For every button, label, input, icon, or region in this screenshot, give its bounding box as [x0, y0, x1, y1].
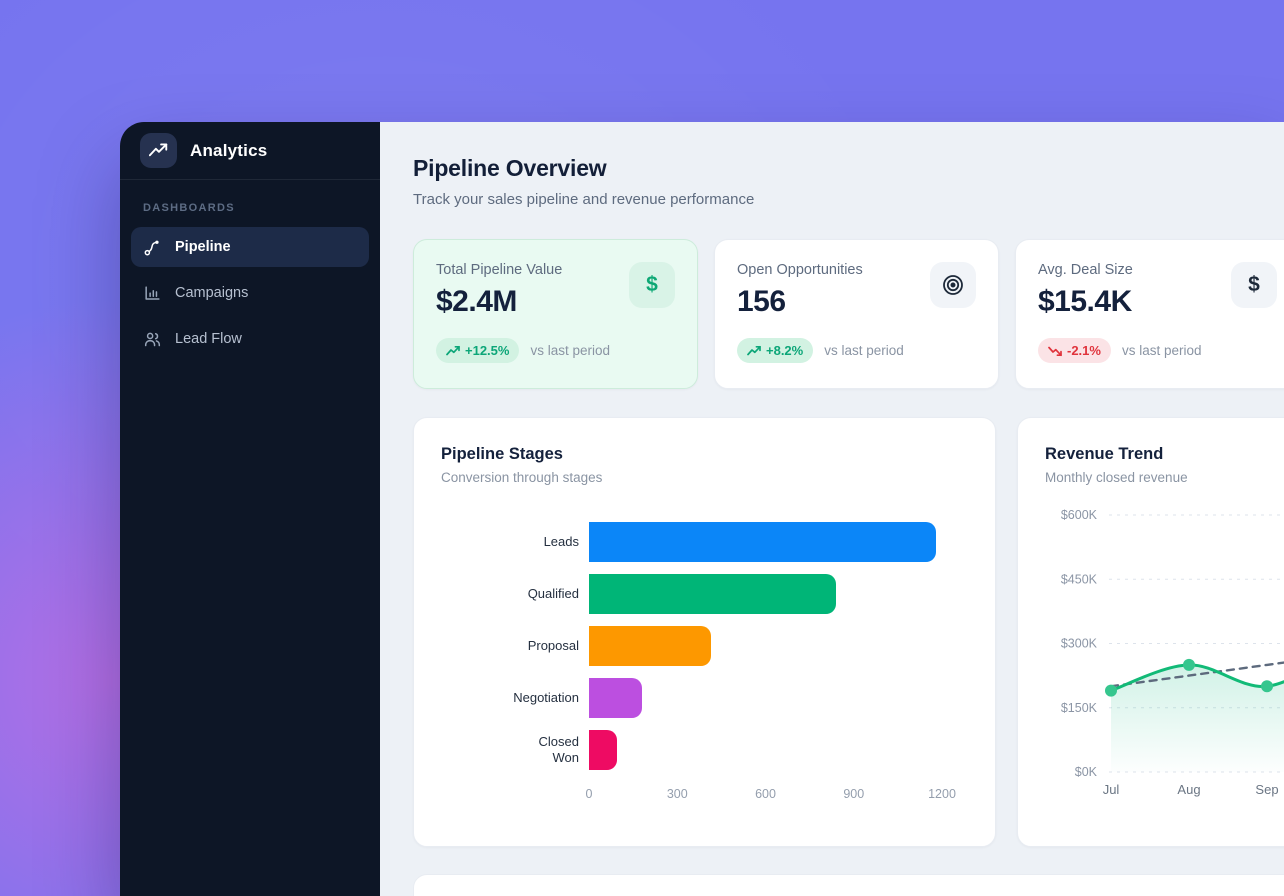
bar-category-label: Qualified	[527, 586, 579, 602]
sidebar-item-label: Lead Flow	[175, 331, 242, 347]
bar-row-leads: Leads	[441, 522, 968, 562]
nav-section-label: DASHBOARDS	[143, 202, 235, 214]
data-point[interactable]	[1261, 680, 1273, 693]
chart-subtitle: Conversion through stages	[441, 470, 603, 485]
pipeline-stages-card: Pipeline Stages Conversion through stage…	[413, 417, 996, 847]
compare-label: vs last period	[1121, 343, 1202, 358]
trending-down-icon	[1048, 345, 1062, 357]
dollar-icon: $	[1231, 262, 1277, 308]
bottom-card-partial	[413, 874, 1284, 896]
page-subtitle: Track your sales pipeline and revenue pe…	[413, 191, 755, 208]
users-icon	[143, 330, 162, 349]
x-tick-label: Sep	[1255, 782, 1278, 797]
main-content: Pipeline Overview Track your sales pipel…	[380, 122, 1284, 896]
revenue-line	[1109, 663, 1284, 693]
sidebar: Analytics DASHBOARDS Pipeline Campaigns Le…	[120, 122, 380, 896]
x-tick-label: 0	[585, 787, 593, 801]
x-axis: 0 300 600 900 1200	[585, 783, 956, 803]
sidebar-nav: DASHBOARDS Pipeline Campaigns Lead Flow	[120, 180, 380, 365]
change-badge: +12.5%	[436, 338, 520, 363]
revenue-area	[1111, 664, 1284, 772]
change-badge: -2.1%	[1038, 338, 1111, 363]
sidebar-item-pipeline[interactable]: Pipeline	[131, 227, 369, 267]
x-tick-label: 300	[666, 787, 688, 801]
trending-up-icon	[446, 345, 460, 357]
kpi-value: $2.4M	[436, 285, 517, 318]
chart-title: Revenue Trend	[1045, 445, 1164, 463]
sidebar-item-label: Pipeline	[175, 239, 231, 255]
x-tick-label: 1200	[928, 787, 956, 801]
kpi-value: $15.4K	[1038, 285, 1132, 318]
trend-dashed-line	[1109, 661, 1284, 688]
kpi-label: Total Pipeline Value	[436, 262, 563, 278]
kpi-row: Total Pipeline Value $2.4M $ +12.5% vs last …	[413, 239, 1284, 389]
change-badge: +8.2%	[737, 338, 814, 363]
y-tick-label: $0K	[1075, 765, 1098, 779]
sidebar-item-label: Campaigns	[175, 285, 249, 301]
y-tick-label: $450K	[1061, 572, 1098, 586]
bar-row-qualified: Qualified	[441, 574, 968, 614]
stage-bar[interactable]	[589, 522, 937, 562]
kpi-card-open-opportunities: Open Opportunities 156 +8.2% vs last period	[714, 239, 999, 389]
stage-bar[interactable]	[589, 626, 712, 666]
data-point[interactable]	[1105, 684, 1117, 697]
y-tick-label: $300K	[1061, 637, 1098, 651]
brand-title: Analytics	[190, 140, 268, 160]
trending-up-icon	[140, 133, 177, 168]
bar-row-closed-won: Closed Won	[441, 730, 968, 770]
revenue-trend-card: Revenue Trend Monthly closed revenue $0K…	[1017, 417, 1284, 847]
stage-bar[interactable]	[589, 678, 642, 718]
bar-category-label: Negotiation	[513, 690, 579, 706]
kpi-value: 156	[737, 285, 786, 318]
page-title: Pipeline Overview	[413, 155, 607, 181]
chart-subtitle: Monthly closed revenue	[1045, 470, 1188, 485]
sidebar-item-campaigns[interactable]: Campaigns	[131, 273, 369, 313]
bar-category-label: Proposal	[527, 638, 579, 654]
route-icon	[143, 238, 162, 257]
y-tick-label: $150K	[1061, 701, 1098, 715]
charts-row: Pipeline Stages Conversion through stage…	[413, 417, 1284, 847]
data-point[interactable]	[1183, 658, 1195, 671]
bar-row-proposal: Proposal	[441, 626, 968, 666]
x-tick-label: 900	[843, 787, 865, 801]
brand: Analytics	[120, 122, 380, 180]
compare-label: vs last period	[530, 343, 610, 358]
bar-category-label: Leads	[543, 534, 579, 550]
stage-bar[interactable]	[589, 730, 617, 770]
dollar-icon: $	[629, 262, 675, 308]
bar-row-negotiation: Negotiation	[441, 678, 968, 718]
chart-column-icon	[143, 284, 162, 303]
x-tick-label: Jul	[1103, 782, 1120, 797]
kpi-label: Open Opportunities	[737, 262, 863, 278]
y-tick-label: $600K	[1061, 508, 1098, 522]
sidebar-item-lead-flow[interactable]: Lead Flow	[131, 319, 369, 359]
bar-category-label: Closed Won	[538, 734, 579, 765]
stage-bar[interactable]	[589, 574, 837, 614]
x-tick-label: 600	[755, 787, 776, 801]
kpi-card-avg-deal-size: Avg. Deal Size $15.4K $ -2.1% vs last period	[1015, 239, 1284, 389]
compare-label: vs last period	[824, 343, 904, 358]
revenue-line-chart[interactable]: $0K $150K $300K $450K $600K Jul Aug Sep	[1045, 503, 1284, 803]
chart-title: Pipeline Stages	[441, 445, 563, 463]
x-tick-label: Aug	[1177, 782, 1200, 797]
target-icon	[930, 262, 976, 308]
trending-up-icon	[747, 345, 761, 357]
app-window: Analytics DASHBOARDS Pipeline Campaigns Le…	[120, 122, 1284, 896]
kpi-label: Avg. Deal Size	[1038, 262, 1133, 278]
kpi-card-total-pipeline-value: Total Pipeline Value $2.4M $ +12.5% vs last …	[413, 239, 698, 389]
